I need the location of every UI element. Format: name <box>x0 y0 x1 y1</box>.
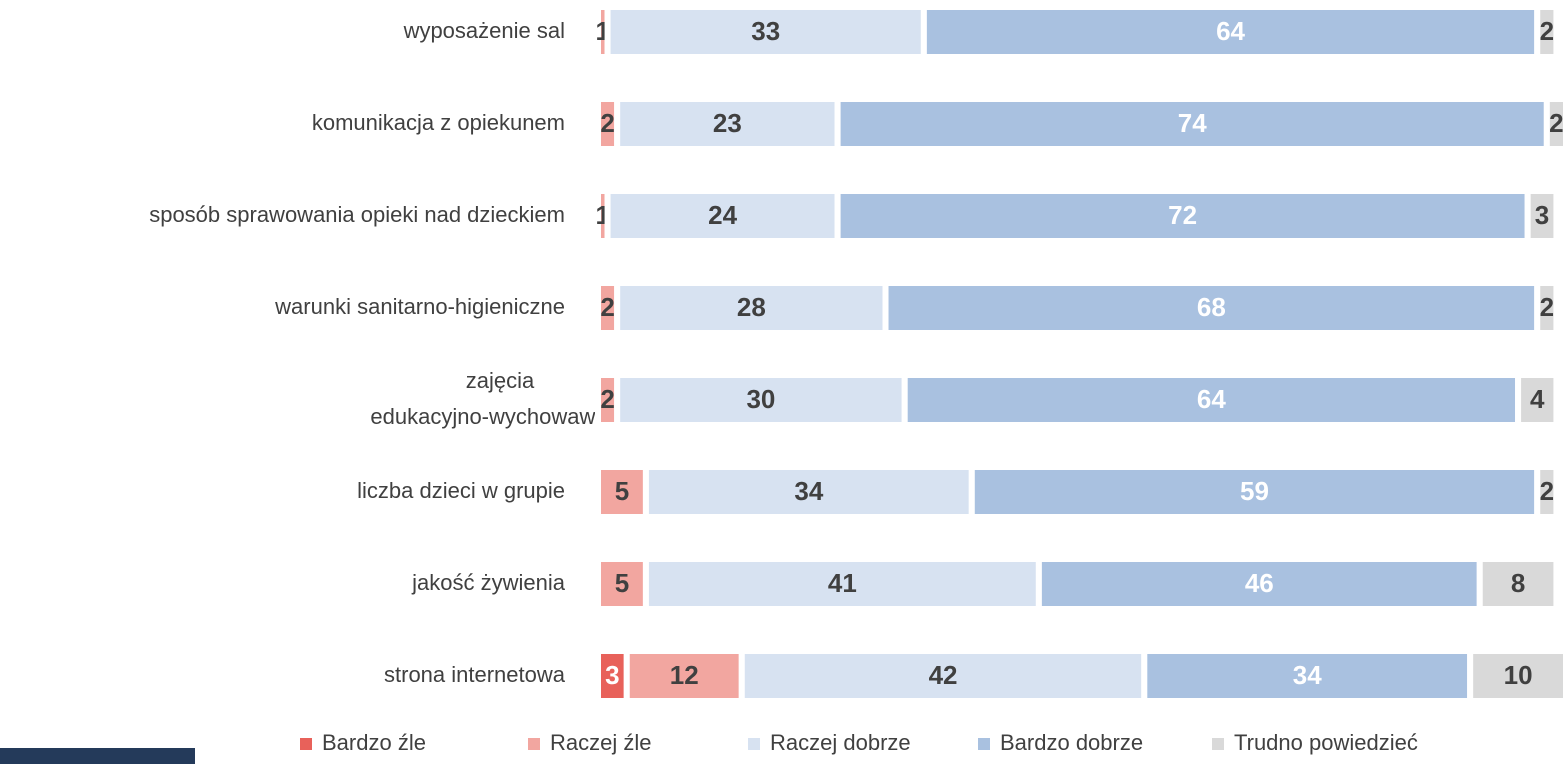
bar-segment <box>1534 280 1560 336</box>
legend-label: Raczej dobrze <box>770 730 911 755</box>
legend-swatch <box>300 738 312 750</box>
value-label: 2 <box>1540 16 1554 46</box>
value-label: 24 <box>708 200 737 230</box>
bar-segment <box>1524 188 1560 244</box>
category-label: wyposażenie sal <box>403 18 565 43</box>
legend-swatch <box>748 738 760 750</box>
category-label: komunikacja z opiekunem <box>312 110 565 135</box>
value-label: 2 <box>600 292 614 322</box>
bar-segment <box>604 4 927 60</box>
bar-segment <box>1476 556 1560 612</box>
category-label: sposób sprawowania opieki nad dzieckiem <box>149 202 565 227</box>
value-label: 64 <box>1216 16 1245 46</box>
value-label: 28 <box>737 292 766 322</box>
legend-label: Trudno powiedzieć <box>1234 730 1418 755</box>
category-label: jakość żywienia <box>411 570 566 595</box>
value-label: 30 <box>746 384 775 414</box>
legend-label: Bardzo dobrze <box>1000 730 1143 755</box>
value-label: 2 <box>600 108 614 138</box>
bar-segment <box>1534 4 1560 60</box>
bar-segment <box>623 648 745 704</box>
value-label: 23 <box>713 108 742 138</box>
value-label: 34 <box>794 476 823 506</box>
value-label: 3 <box>1535 200 1549 230</box>
value-label: 42 <box>929 660 958 690</box>
bar-segment <box>1141 648 1474 704</box>
bar-segment <box>901 372 1522 428</box>
bar-segment <box>1515 372 1560 428</box>
legend-swatch <box>1212 738 1224 750</box>
value-label: 2 <box>1540 292 1554 322</box>
value-label: 68 <box>1197 292 1226 322</box>
value-label: 2 <box>1549 108 1563 138</box>
value-label: 4 <box>1530 384 1545 414</box>
bar-segment <box>642 464 975 520</box>
bar-segment <box>614 280 889 336</box>
legend-label: Bardzo źle <box>322 730 426 755</box>
category-label: warunki sanitarno-higieniczne <box>274 294 565 319</box>
category-label: strona internetowa <box>384 662 566 687</box>
value-label: 34 <box>1293 660 1322 690</box>
bar-segment <box>882 280 1541 336</box>
bar-segment <box>595 464 649 520</box>
bar-segment <box>738 648 1148 704</box>
value-label: 33 <box>751 16 780 46</box>
bar-segment <box>834 96 1550 152</box>
legend-swatch <box>528 738 540 750</box>
value-label: 64 <box>1197 384 1226 414</box>
category-label: zajęcia edukacyjno-wychowawcze <box>370 368 629 429</box>
value-label: 41 <box>828 568 857 598</box>
value-label: 5 <box>615 476 629 506</box>
value-label: 2 <box>600 384 614 414</box>
bar-segment <box>1534 464 1560 520</box>
value-label: 10 <box>1504 660 1533 690</box>
legend-label: Raczej źle <box>550 730 651 755</box>
category-label: liczba dzieci w grupie <box>357 478 565 503</box>
value-label: 3 <box>605 660 619 690</box>
value-label: 2 <box>1540 476 1554 506</box>
legend-swatch <box>978 738 990 750</box>
value-label: 46 <box>1245 568 1274 598</box>
value-label: 5 <box>615 568 629 598</box>
bar-segment <box>614 372 908 428</box>
bar-segment <box>1467 648 1566 704</box>
bar-segment <box>1035 556 1483 612</box>
value-label: 8 <box>1511 568 1525 598</box>
value-label: 12 <box>670 660 699 690</box>
value-label: 59 <box>1240 476 1269 506</box>
value-label: 74 <box>1178 108 1207 138</box>
decor-bar <box>0 748 195 764</box>
value-label: 72 <box>1168 200 1197 230</box>
